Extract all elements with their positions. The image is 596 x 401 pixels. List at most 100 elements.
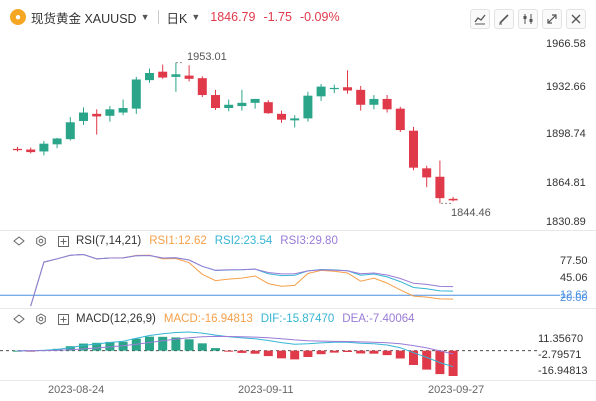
macd-bar — [250, 350, 260, 354]
dif-line — [17, 331, 454, 368]
draw-button[interactable] — [494, 9, 514, 29]
rsi2-value: RSI2:23.54 — [214, 235, 273, 247]
indicator-button[interactable] — [470, 9, 490, 29]
macd-bar — [290, 350, 300, 360]
candle — [382, 98, 392, 110]
settings-button[interactable] — [518, 9, 538, 29]
candle — [105, 109, 115, 116]
period-chevron-down-icon[interactable]: ▼ — [191, 12, 201, 22]
macd-bar — [369, 350, 379, 354]
price-label: 1932.66 — [546, 81, 586, 93]
rsi1-value: RSI1:12.62 — [149, 235, 207, 247]
date-axis: 2023-08-24 2023-09-11 2023-09-27 — [0, 381, 596, 401]
symbol-toolbar: ● 现货黄金 XAUUSD ▼ 日K ▼ 1846.79 -1.75 -0.09… — [0, 0, 596, 34]
price-label: 1830.89 — [546, 216, 586, 228]
macd-title[interactable]: MACD(12,26,9) — [76, 313, 156, 325]
macd-bar — [356, 350, 366, 354]
candle — [303, 95, 313, 119]
macd-bar — [79, 343, 88, 351]
add-indicator-icon[interactable] — [56, 234, 70, 248]
date-label: 2023-09-11 — [238, 384, 294, 396]
candle — [435, 176, 445, 199]
candle — [158, 71, 168, 78]
macd-bar — [145, 336, 154, 351]
close-icon — [571, 14, 581, 24]
macd-bar — [263, 350, 273, 357]
macd-label: -16.94813 — [538, 365, 588, 377]
dif-value: DIF:-15.87470 — [260, 313, 335, 325]
macd-bar — [65, 346, 75, 351]
chevron-down-icon[interactable]: ▼ — [140, 12, 150, 22]
macd-bar — [422, 350, 432, 370]
add-indicator-icon[interactable] — [56, 312, 70, 326]
macd-axis-labels: 11.35670 -2.79571 -16.94813 — [538, 333, 596, 381]
macd-header: MACD(12,26,9) MACD:-16.94813 DIF:-15.874… — [0, 309, 415, 329]
last-price: 1846.79 — [210, 10, 256, 24]
close-button[interactable] — [566, 9, 586, 29]
price-label: 1898.74 — [546, 128, 586, 140]
macd-chart[interactable] — [0, 328, 596, 380]
candle — [65, 122, 75, 140]
rsi-axis-labels: 77.50 45.06 12.62 20.00 — [560, 252, 596, 308]
symbol-selector[interactable]: 现货黄金 XAUUSD — [31, 11, 137, 26]
gear-icon[interactable] — [34, 234, 48, 248]
candle — [79, 112, 88, 121]
price-change-percent: -0.09% — [299, 10, 340, 24]
macd-bar — [184, 339, 194, 351]
pencil-icon — [499, 14, 509, 25]
low-price-annotation: 1844.46 — [451, 207, 491, 219]
macd-bar — [277, 350, 286, 359]
price-axis-labels: 1966.58 1932.66 1898.74 1864.81 1830.89 — [546, 38, 596, 228]
gear-icon[interactable] — [34, 312, 48, 326]
macd-value: MACD:-16.94813 — [163, 313, 253, 325]
macd-bar — [303, 350, 313, 357]
candle — [13, 148, 22, 151]
rsi-title[interactable]: RSI(7,14,21) — [76, 235, 142, 247]
macd-bar — [343, 350, 352, 352]
fullscreen-button[interactable] — [542, 9, 562, 29]
panel-divider — [0, 380, 596, 381]
macd-bar — [329, 350, 339, 353]
rsi-chart[interactable] — [0, 250, 596, 308]
macd-label: 11.35670 — [538, 333, 584, 345]
rsi-label: 45.06 — [560, 272, 588, 284]
macd-bar — [237, 350, 247, 353]
candle — [197, 78, 207, 96]
candle — [171, 74, 181, 77]
candle — [131, 79, 141, 109]
macd-bar — [171, 337, 181, 351]
gold-coin-icon: ● — [10, 9, 26, 25]
candle — [237, 102, 247, 107]
macd-bar — [316, 350, 326, 355]
macd-bar — [448, 350, 458, 376]
macd-bar — [211, 348, 220, 351]
panel-divider — [0, 230, 596, 231]
candle — [52, 138, 62, 145]
high-price-annotation: 1953.01 — [187, 51, 227, 63]
macd-bar — [395, 350, 405, 359]
candle — [92, 113, 102, 117]
eye-icon[interactable] — [12, 234, 26, 248]
candle — [39, 143, 49, 152]
candle — [448, 198, 458, 201]
price-label: 1864.81 — [546, 177, 586, 189]
price-change: -1.75 — [263, 10, 292, 24]
price-label: 1966.58 — [546, 38, 586, 50]
expand-icon — [547, 14, 557, 24]
candle — [343, 87, 352, 91]
rsi3-value: RSI3:29.80 — [280, 235, 338, 247]
date-label: 2023-08-24 — [48, 384, 105, 396]
price-chart[interactable] — [0, 34, 596, 230]
rsi3-line — [30, 253, 454, 307]
candle — [250, 98, 260, 103]
candle — [422, 168, 432, 178]
candle — [356, 89, 366, 105]
period-selector[interactable]: 日K — [166, 11, 188, 26]
candle — [26, 149, 36, 153]
candle — [145, 72, 154, 81]
rsi-header: RSI(7,14,21) RSI1:12.62 RSI2:23.54 RSI3:… — [0, 231, 338, 251]
rsi2-line — [30, 253, 454, 307]
candle — [290, 118, 300, 121]
toolbar-divider — [157, 10, 159, 24]
eye-icon[interactable] — [12, 312, 26, 326]
